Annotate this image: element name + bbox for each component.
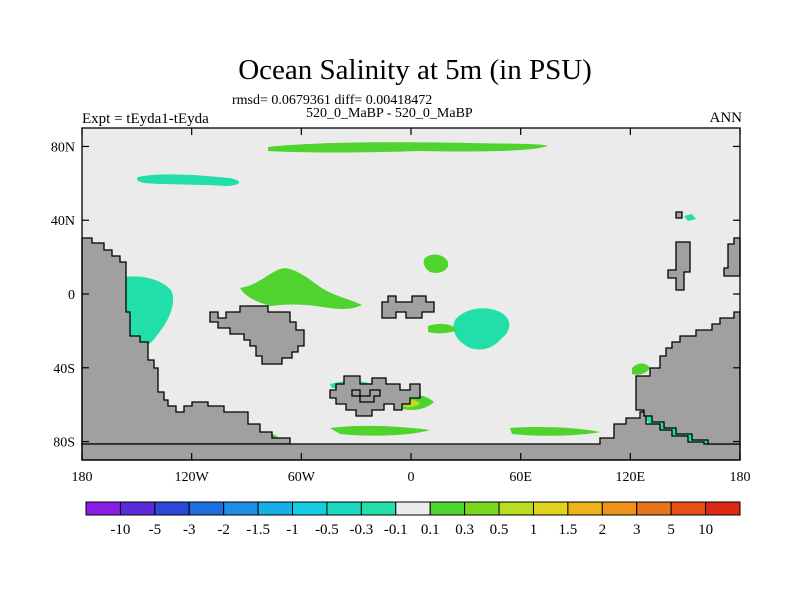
experiment-label: Expt = tEyda1-tEyda [82, 111, 209, 127]
land-africa-patch [381, 295, 435, 319]
colorbar-box [292, 501, 328, 516]
season-label: ANN [709, 110, 743, 126]
y-tick-label: 80S [53, 436, 75, 451]
plot-area [81, 127, 741, 461]
central-tropics-positive-patch [240, 268, 362, 309]
x-tick-label: 120E [616, 470, 646, 485]
southern-ocean-positive-patch-1 [330, 425, 430, 436]
x-tick-label: 60W [288, 470, 316, 485]
x-tick-label: 180 [730, 470, 751, 485]
colorbar-box [636, 501, 672, 516]
southern-ocean-positive-patch-2 [510, 427, 600, 436]
indian-ocean-positive-patch [428, 323, 458, 334]
land-masses [81, 211, 741, 461]
colorbar-box [395, 501, 431, 516]
x-tick-label: 180 [72, 470, 93, 485]
colorbar-label: 1 [530, 522, 538, 538]
colorbar-label: -0.5 [315, 522, 339, 538]
colorbar-label: -2 [217, 522, 230, 538]
australia-west-patch [632, 363, 650, 375]
x-tick-label: 120W [175, 470, 210, 485]
colorbar-box [223, 501, 259, 516]
east-pacific-negative-patch [118, 276, 174, 350]
colorbar-label: -0.1 [384, 522, 408, 538]
colorbar-box [464, 501, 500, 516]
colorbar-label: 3 [633, 522, 641, 538]
colorbar-label: -3 [183, 522, 196, 538]
colorbar-box [85, 501, 121, 516]
colorbar-box [532, 501, 569, 516]
colorbar-box [498, 501, 534, 516]
colorbar-box [601, 501, 638, 516]
colorbar: -10 -5 -3 -2 -1.5 -1 -0.5 -0.3 -0.1 0.1 0.3 0.5 1 1.5… [85, 501, 741, 538]
x-tick-label: 60E [509, 470, 532, 485]
north-atlantic-negative-patch [137, 174, 240, 186]
colorbar-box [705, 501, 741, 516]
colorbar-box [257, 501, 294, 516]
anomaly-patches [118, 142, 710, 445]
colorbar-label: -5 [149, 522, 162, 538]
colorbar-label: -0.3 [349, 522, 373, 538]
arctic-positive-patch [268, 142, 548, 153]
colorbar-box [188, 501, 225, 516]
indian-ocean-negative-patch [453, 308, 510, 350]
east-asia-negative-patch [684, 214, 696, 221]
land-asia-small-island [675, 211, 683, 219]
x-tick-label: 0 [408, 470, 415, 485]
colorbar-box [429, 501, 466, 516]
colorbar-label: -10 [110, 522, 130, 538]
colorbar-label: 0.1 [421, 522, 440, 538]
chart-title: Ocean Salinity at 5m (in PSU) [238, 54, 592, 86]
case-line: 520_0_MaBP - 520_0_MaBP [306, 106, 473, 121]
land-antarctic-ring [329, 375, 421, 417]
y-tick-label: 0 [68, 288, 75, 303]
land-south-america [209, 305, 305, 365]
y-tick-label: 40S [53, 362, 75, 377]
axes: 180 120W 60W 0 60E 120E 180 80N 40N 0 40S 80S [51, 128, 751, 485]
colorbar-label: -1.5 [246, 522, 270, 538]
colorbar-label: -1 [286, 522, 299, 538]
stats-line: rmsd= 0.0679361 diff= 0.00418472 [232, 93, 433, 108]
colorbar-label: 5 [667, 522, 675, 538]
colorbar-label: 0.5 [490, 522, 509, 538]
africa-positive-patch [423, 254, 449, 273]
y-tick-label: 40N [51, 214, 75, 229]
land-eurasia-east [723, 237, 741, 277]
colorbar-box [119, 501, 156, 516]
colorbar-label: 10 [698, 522, 713, 538]
colorbar-box [154, 501, 190, 516]
colorbar-box [567, 501, 603, 516]
land-east-asia-patch [667, 241, 691, 291]
colorbar-box [326, 501, 362, 516]
colorbar-label: 2 [599, 522, 607, 538]
land-australia [635, 311, 741, 445]
colorbar-box [360, 501, 397, 516]
land-america-west [81, 237, 291, 445]
y-tick-label: 80N [51, 140, 75, 155]
colorbar-box [670, 501, 707, 516]
colorbar-label: 0.3 [455, 522, 474, 538]
colorbar-label: 1.5 [559, 522, 578, 538]
